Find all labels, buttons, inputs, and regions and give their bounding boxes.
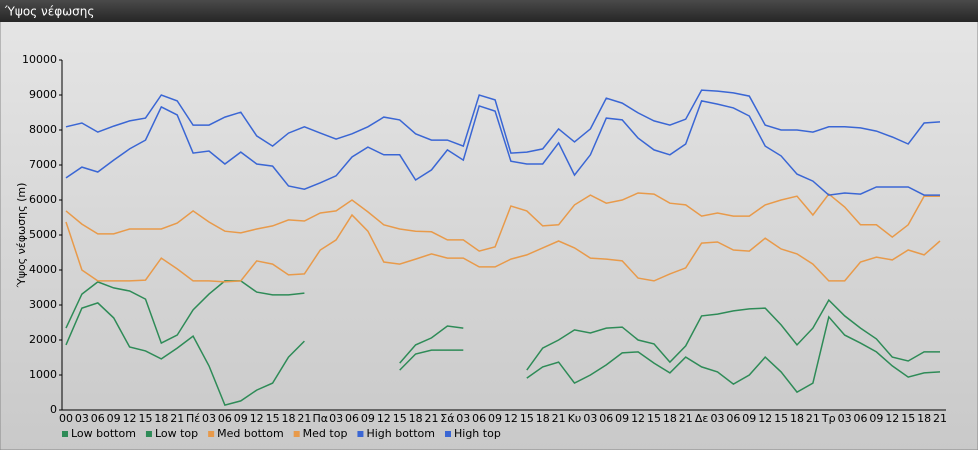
y-tick-label: 2000	[29, 333, 57, 346]
x-tick-label: Δε	[695, 412, 709, 425]
x-tick-label: 15	[647, 412, 661, 425]
x-tick-label: 21	[297, 412, 311, 425]
x-tick-label: 09	[742, 412, 756, 425]
series-line	[65, 100, 940, 196]
x-tick-label: 18	[790, 412, 804, 425]
y-tick-label: 1000	[29, 368, 57, 381]
window-title: Ύψος νέφωσης	[4, 5, 94, 19]
y-tick-label: 7000	[29, 158, 57, 171]
x-tick-label: Τρ	[821, 412, 836, 425]
x-tick-label: 09	[488, 412, 502, 425]
legend-swatch	[145, 431, 152, 437]
x-tick-label: 06	[472, 412, 486, 425]
legend-swatch	[445, 431, 451, 437]
x-tick-label: 09	[234, 412, 248, 425]
x-tick-label: Πα	[312, 412, 328, 425]
x-tick-label: 06	[599, 412, 613, 425]
y-tick-label: 4000	[29, 263, 57, 276]
x-tick-label: 12	[631, 412, 645, 425]
legend-swatch	[208, 431, 215, 437]
x-tick-label: 06	[91, 412, 105, 425]
x-tick-label: 03	[75, 412, 89, 425]
x-tick-label: 06	[854, 412, 868, 425]
series-line	[65, 89, 941, 154]
x-tick-label: 15	[138, 412, 152, 425]
y-tick-label: 0	[50, 403, 57, 416]
legend-swatch	[62, 431, 68, 437]
legend-label: Low bottom	[71, 427, 136, 440]
x-tick-label: 09	[107, 412, 121, 425]
x-tick-label: 18	[154, 412, 168, 425]
x-tick-label: 03	[202, 412, 216, 425]
x-tick-label: 12	[123, 412, 137, 425]
x-tick-label: 06	[218, 412, 232, 425]
series-line	[65, 192, 940, 252]
y-tick-label: 8000	[29, 123, 57, 136]
x-tick-label: 12	[758, 412, 772, 425]
x-tick-label: 03	[838, 412, 852, 425]
legend-swatch	[293, 431, 300, 437]
x-tick-label: 21	[806, 412, 820, 425]
x-tick-label: 15	[901, 412, 915, 425]
x-tick-label: 06	[726, 412, 740, 425]
x-tick-label: 09	[869, 412, 883, 425]
legend-label: High top	[454, 427, 501, 440]
x-tick-label: 12	[504, 412, 518, 425]
x-tick-label: 12	[885, 412, 899, 425]
x-tick-label: Σά	[440, 412, 454, 425]
x-tick-label: Κυ	[568, 412, 582, 425]
x-tick-label: 21	[933, 412, 947, 425]
x-tick-label: 03	[456, 412, 470, 425]
y-tick-label: 3000	[29, 298, 57, 311]
x-tick-label: 15	[266, 412, 280, 425]
x-tick-label: 09	[615, 412, 629, 425]
legend-label: Low top	[155, 427, 198, 440]
x-tick-label: 21	[552, 412, 566, 425]
y-tick-label: 6000	[29, 193, 57, 206]
x-tick-label: 06	[345, 412, 359, 425]
x-tick-label: 18	[409, 412, 423, 425]
series-line	[65, 213, 941, 283]
legend-label: Med bottom	[217, 427, 284, 440]
x-tick-label: 15	[393, 412, 407, 425]
legend-label: High bottom	[366, 427, 435, 440]
x-tick-label: 18	[281, 412, 295, 425]
x-tick-label: 21	[679, 412, 693, 425]
x-tick-label: 03	[329, 412, 343, 425]
y-tick-label: 9000	[29, 88, 57, 101]
x-tick-label: 03	[583, 412, 597, 425]
x-tick-label: Πέ	[186, 412, 200, 425]
legend-swatch	[357, 431, 364, 437]
series-line	[65, 302, 941, 406]
x-tick-label: 09	[361, 412, 375, 425]
x-tick-label: 18	[917, 412, 931, 425]
x-tick-label: 15	[774, 412, 788, 425]
x-tick-label: 12	[377, 412, 391, 425]
title-bar	[0, 0, 978, 22]
x-tick-label: 21	[170, 412, 184, 425]
y-axis-title: Ύψος νέφωσης (m)	[15, 183, 28, 289]
x-tick-label: 00	[59, 412, 73, 425]
x-tick-label: 18	[663, 412, 677, 425]
x-tick-label: 03	[711, 412, 725, 425]
y-tick-label: 10000	[22, 53, 57, 66]
x-tick-label: 15	[520, 412, 534, 425]
x-tick-label: 18	[536, 412, 550, 425]
x-tick-label: 12	[250, 412, 264, 425]
legend-label: Med top	[303, 427, 348, 440]
y-tick-label: 5000	[29, 228, 57, 241]
series-line	[65, 280, 940, 371]
x-tick-label: 21	[424, 412, 438, 425]
